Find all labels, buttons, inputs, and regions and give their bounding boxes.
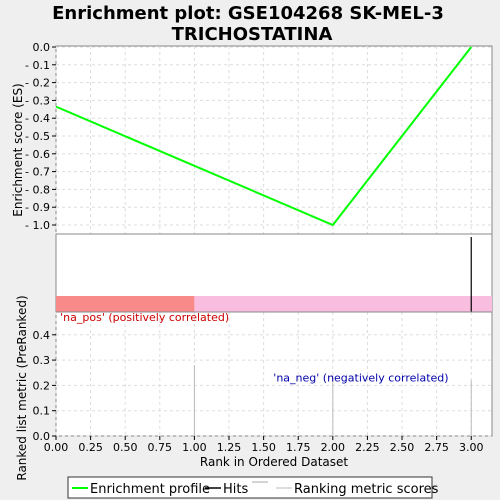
x-tick-label-11: 2.75	[424, 441, 449, 454]
es-y-tick-label-7: - 0.7	[25, 166, 50, 179]
metric-y-tick-label-4: 0.4	[33, 329, 51, 342]
metric-y-tick-label-3: 0.3	[33, 354, 51, 367]
x-tick-label-7: 1.75	[286, 441, 311, 454]
x-axis-label: Rank in Ordered Dataset	[200, 455, 348, 469]
es-y-tick-label-4: - 0.4	[25, 112, 50, 125]
es-y-tick-label-9: - 0.9	[25, 201, 50, 214]
x-tick-label-6: 1.50	[251, 441, 276, 454]
es-line-group	[55, 46, 473, 227]
es-y-tick-label-5: - 0.5	[25, 130, 50, 143]
correlation-bar	[56, 296, 492, 312]
metric-y-tick-label-2: 0.2	[33, 379, 51, 392]
x-tick-label-12: 3.00	[459, 441, 484, 454]
es-y-ticks: 0.0 - 0.1 - 0.2 - 0.3 - 0.4 - 0.5 - 0.6 - 0.7 - …	[25, 41, 56, 232]
metric-bars	[193, 365, 472, 436]
annotation-negatively-correlated: 'na_neg' (negatively correlated)	[273, 372, 448, 385]
x-tick-label-9: 2.25	[355, 441, 380, 454]
x-tick-label-0: 0.00	[44, 441, 69, 454]
legend-label-enrichment-profile: Enrichment profile	[90, 482, 210, 497]
metric-y-axis-label: Ranked list metric (PreRanked)	[15, 295, 29, 480]
chart-title-line-1: Enrichment plot: GSE104268 SK-MEL-3	[52, 3, 444, 24]
es-y-tick-label-1: - 0.1	[25, 59, 50, 72]
annotation-positively-correlated: 'na_pos' (positively correlated)	[60, 311, 229, 324]
metric-y-ticks: 0.0 0.1 0.2 0.3 0.4	[33, 329, 56, 443]
correlation-bar-positive	[56, 296, 195, 312]
metric-y-tick-label-0: 0.0	[33, 430, 51, 443]
es-grid	[55, 46, 492, 234]
metric-grid	[55, 312, 492, 437]
legend-label-hits: Hits	[223, 482, 248, 497]
x-tick-label-4: 1.00	[182, 441, 207, 454]
legend-box	[67, 476, 433, 499]
es-y-tick-label-6: - 0.6	[25, 148, 50, 161]
es-y-tick-label-10: - 1.0	[25, 219, 50, 232]
x-tick-label-10: 2.50	[390, 441, 415, 454]
x-tick-label-1: 0.25	[78, 441, 103, 454]
x-tick-label-2: 0.50	[113, 441, 138, 454]
es-y-axis-label: Enrichment score (ES)	[11, 83, 25, 216]
legend-label-ranking-metric: Ranking metric scores	[294, 482, 439, 497]
chart-title-line-2: TRICHOSTATINA	[172, 24, 333, 45]
plot-frame	[55, 45, 493, 437]
x-tick-label-5: 1.25	[217, 441, 242, 454]
es-enrichment-line	[55, 46, 473, 227]
metric-y-tick-label-1: 0.1	[33, 405, 51, 418]
x-tick-label-3: 0.75	[148, 441, 173, 454]
es-y-tick-label-2: - 0.2	[25, 77, 50, 90]
es-y-tick-label-8: - 0.8	[25, 183, 50, 196]
es-y-tick-label-0: 0.0	[33, 41, 51, 54]
x-ticks: 0.00 0.25 0.50 0.75 1.00 1.25 1.50 1.75 2.00 2.25…	[44, 436, 484, 454]
legend: Enrichment profile Hits Ranking metric s…	[67, 476, 439, 499]
es-y-tick-label-3: - 0.3	[25, 94, 50, 107]
x-tick-label-8: 2.00	[321, 441, 346, 454]
correlation-bar-negative	[194, 296, 492, 312]
